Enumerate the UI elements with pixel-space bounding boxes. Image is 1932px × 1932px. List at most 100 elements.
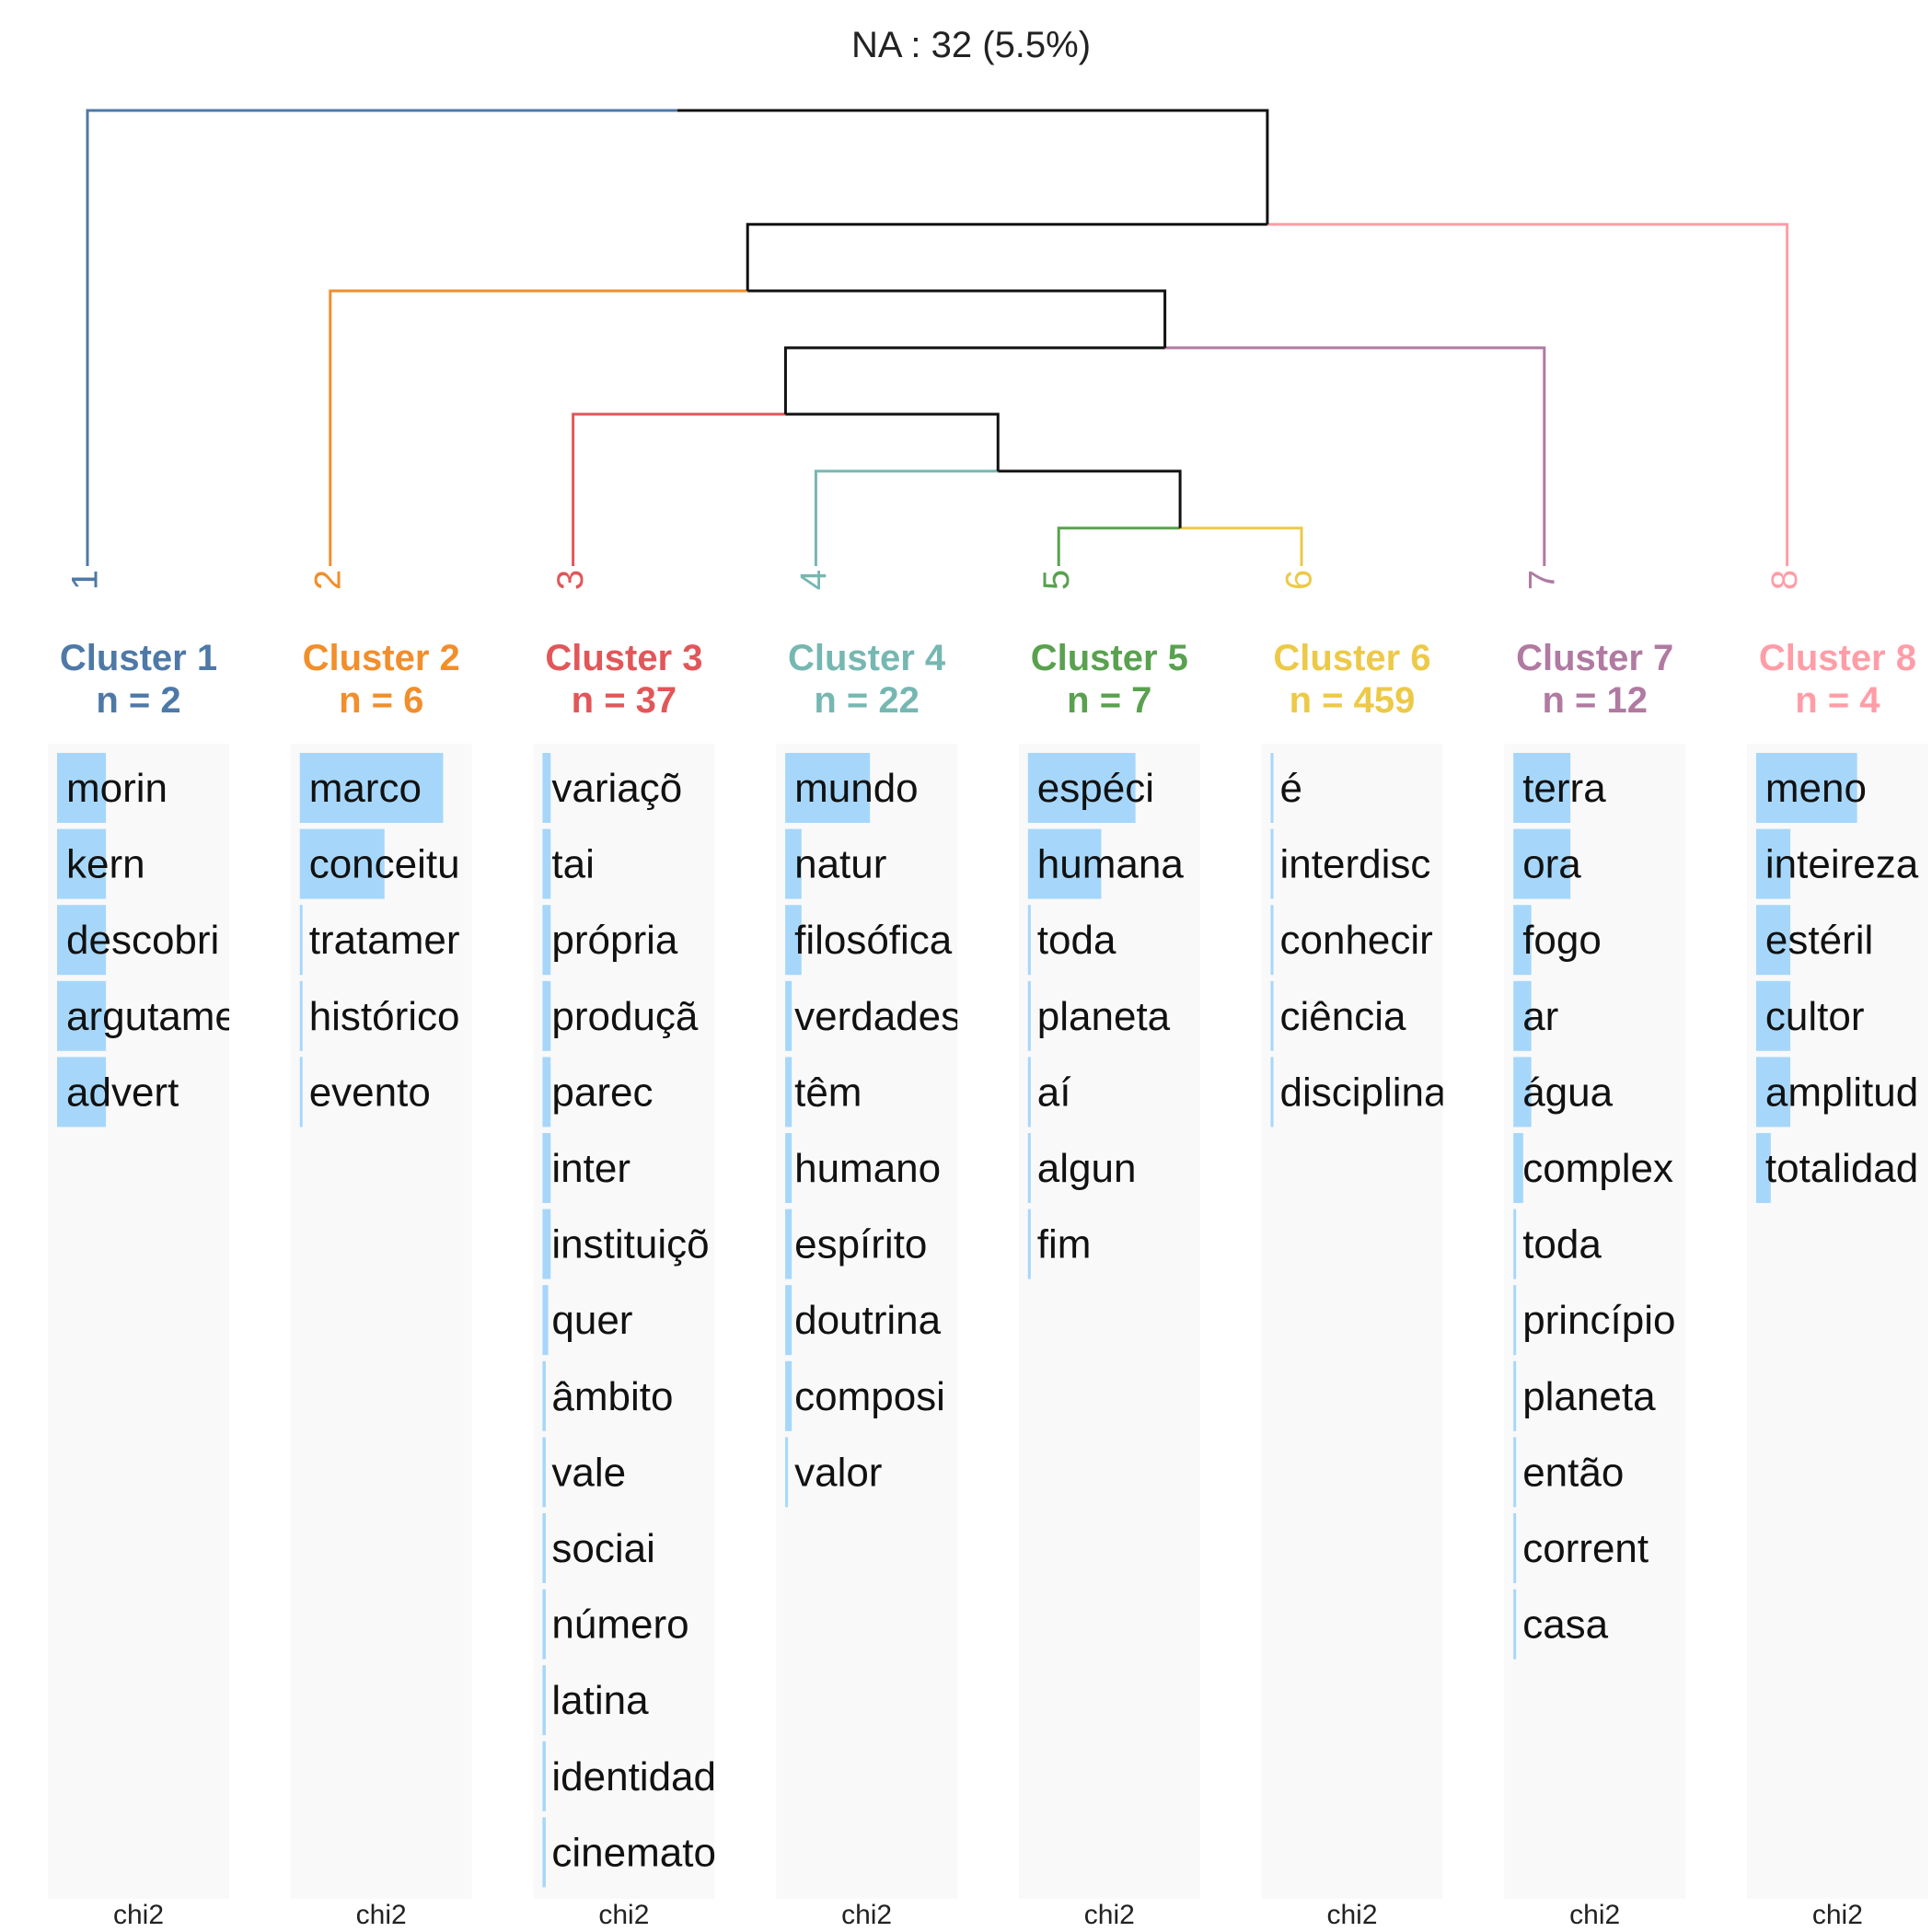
chi2-bar [1513,753,1571,823]
word-label: cultor [1765,994,1865,1039]
chi2-bar [1513,1133,1523,1203]
word-label: morin [66,766,168,811]
word-label: quer [551,1298,632,1343]
cluster-title: Cluster 7 [1516,638,1673,678]
panel-background [1018,744,1200,1899]
cluster-title: Cluster 5 [1031,638,1188,678]
dendrogram-branch [1164,346,1546,566]
dendrogram [86,109,1789,566]
chi2-bar [1270,1057,1274,1128]
dendrogram-branch [783,346,1165,414]
word-label: interdisc [1280,842,1431,887]
x-axis-label: chi2 [598,1900,649,1930]
word-label: água [1522,1070,1613,1115]
word-label: inter [551,1146,631,1191]
cluster-5-panel: Cluster 5n = 7 espéci humana toda planeta aí a… [1018,638,1200,1930]
chi2-bar [1027,1209,1031,1279]
dendrogram-branch [746,223,1267,291]
word-label: composi [794,1374,945,1419]
dendrogram-branch [998,469,1182,528]
chi2-bar [1513,1209,1517,1279]
chi2-bar [542,1589,546,1660]
word-label: planeta [1522,1374,1656,1419]
word-label: fim [1037,1222,1092,1267]
dendrogram-leaf-label: 2 [307,570,348,590]
x-axis-label: chi2 [1326,1900,1377,1930]
word-label: ciência [1280,994,1406,1039]
dendrogram-leaf-label: 4 [793,570,834,590]
chi2-bar [542,1057,551,1128]
cluster-size: n = 7 [1067,680,1151,721]
word-label: conhecir [1280,918,1433,963]
word-label: marco [309,766,422,811]
word-label: ar [1522,994,1558,1039]
word-label: mundo [794,766,919,811]
word-label: é [1280,766,1302,811]
chi2-bar [1513,1589,1517,1660]
chi2-bar [1027,980,1031,1051]
chi2-bar [785,1133,792,1203]
word-label: produçã [551,994,699,1039]
word-label: inteireza [1765,842,1919,887]
word-label: cinemato [551,1830,716,1875]
word-label: doutrina [794,1298,942,1343]
word-label: ora [1522,842,1581,887]
x-axis-label: chi2 [1084,1900,1135,1930]
chi2-bar [1270,753,1274,823]
chi2-bar [1513,1360,1517,1431]
chi2-bar [1513,1057,1532,1128]
word-label: corrent [1522,1526,1649,1571]
cluster-6-panel: Cluster 6n = 459 é interdisc conhecir ciênci… [1261,638,1448,1930]
panel-rows: marco conceitu tratamer histórico evento [299,753,460,1128]
chi2-bar [542,1665,546,1736]
word-label: princípio [1522,1298,1675,1343]
chi2-bar [299,828,385,899]
cluster-2-panel: Cluster 2n = 6 marco conceitu tratamer histó… [290,638,472,1930]
panel-rows: mundo natur filosófica verdades têm humano esp… [785,753,957,1508]
word-label: histórico [309,994,460,1039]
chart-title: NA : 32 (5.5%) [851,25,1091,65]
word-label: toda [1522,1222,1602,1267]
dendrogram-leaf-label: 6 [1279,570,1320,590]
dendrogram-branch [572,412,786,566]
chi2-bar [785,905,802,976]
word-label: kern [66,842,145,887]
chi2-bar [299,1057,303,1128]
word-label: totalidad [1765,1146,1918,1191]
chi2-bar [57,828,107,899]
dendrogram-leaf-label: 3 [550,570,591,590]
word-label: estéril [1765,918,1873,963]
dendrogram-leaf-label: 1 [65,570,106,590]
chi2-bar [1755,1057,1791,1128]
chi2-bar [57,753,107,823]
x-axis-label: chi2 [1812,1900,1863,1930]
dendrogram-leaf-label: 7 [1521,570,1562,590]
word-label: latina [551,1678,649,1723]
dendrogram-branch [785,412,1000,471]
chi2-bar [542,980,551,1051]
word-label: identidad [551,1754,716,1799]
cluster-1-panel: Cluster 1n = 2 morin kern descobri argutame a… [48,638,229,1930]
cluster-3-panel: Cluster 3n = 37 variaçõ tai própria produçã p… [533,638,716,1930]
chi2-bar [57,1057,107,1128]
word-label: disciplina [1280,1070,1448,1115]
chi2-bar [1270,905,1274,976]
panel-background [1504,744,1686,1899]
cluster-size: n = 22 [814,680,920,721]
word-label: então [1522,1450,1624,1495]
chi2-bar [542,1133,551,1203]
word-label: evento [309,1070,431,1115]
chi2-bar [299,753,444,823]
panel-rows: terra ora fogo ar água complex toda princípio pl… [1513,753,1676,1660]
chi2-bar [785,1360,792,1431]
chi2-bar [542,1437,546,1508]
word-label: vale [551,1450,626,1495]
dendrogram-branch [86,109,677,566]
dendrogram-leaf-label: 5 [1036,570,1077,590]
word-label: meno [1765,766,1867,811]
panel-background [290,744,472,1899]
cluster-size: n = 459 [1290,680,1416,721]
word-label: própria [551,918,677,963]
dendrogram-branch [677,109,1269,225]
chi2-bar [542,753,551,823]
